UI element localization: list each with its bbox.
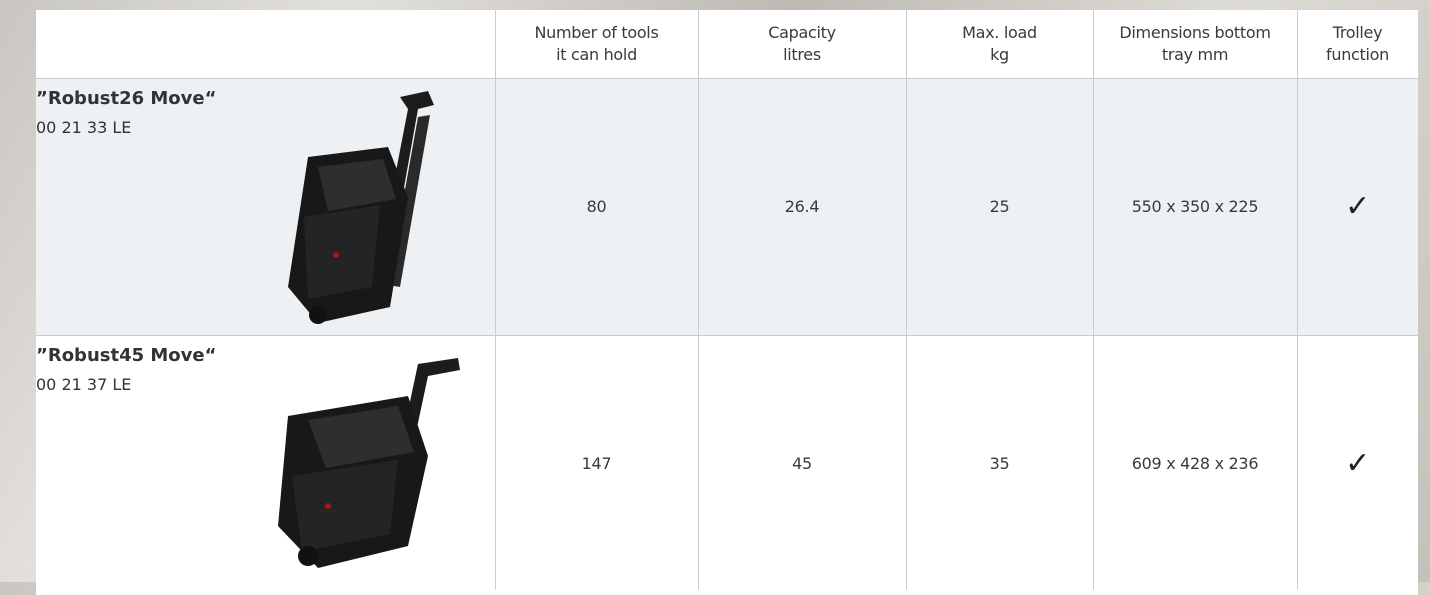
spec-value: 550 x 350 x 225 xyxy=(1093,78,1297,335)
header-line: it can hold xyxy=(556,44,637,66)
spec-value: 35 xyxy=(906,335,1093,592)
page: Number of toolsit can holdCapacitylitres… xyxy=(0,0,1430,582)
header-line: function xyxy=(1326,44,1389,66)
header-line: Max. load xyxy=(962,22,1037,44)
product-image xyxy=(268,356,468,576)
spec-value: 609 x 428 x 236 xyxy=(1093,335,1297,592)
trolley-check: ✓ xyxy=(1297,78,1418,335)
product-name: ”Robust26 Move“ xyxy=(36,88,216,109)
product-name: ”Robust45 Move“ xyxy=(36,345,216,366)
header-line: kg xyxy=(990,44,1009,66)
spec-value: 26.4 xyxy=(698,78,906,335)
header-line: Trolley xyxy=(1333,22,1383,44)
spec-value: 45 xyxy=(698,335,906,592)
trolley-check: ✓ xyxy=(1297,335,1418,592)
spec-value: 80 xyxy=(495,78,698,335)
header-line: Capacity xyxy=(768,22,836,44)
header-line: tray mm xyxy=(1162,44,1228,66)
header-line: Number of tools xyxy=(534,22,658,44)
product-code: 00 21 37 LE xyxy=(36,375,131,394)
header-line: litres xyxy=(783,44,821,66)
header-line: Dimensions bottom xyxy=(1119,22,1270,44)
spec-value: 147 xyxy=(495,335,698,592)
product-image xyxy=(268,87,468,327)
spec-value: 25 xyxy=(906,78,1093,335)
product-code: 00 21 33 LE xyxy=(36,118,131,137)
